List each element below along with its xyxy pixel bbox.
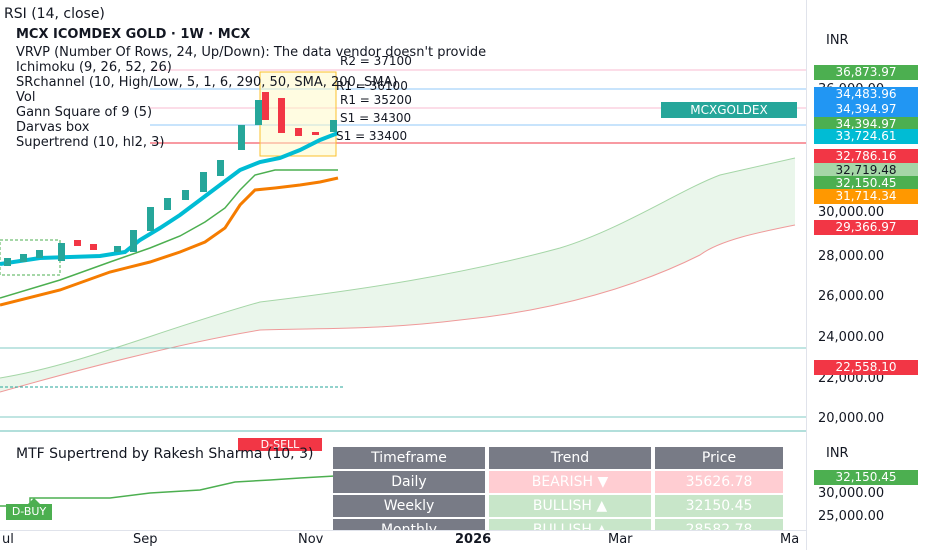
- table-header-timeframe: Timeframe: [333, 447, 485, 469]
- candle: [200, 172, 207, 192]
- table-row-price: 35626.78: [655, 471, 783, 493]
- d-buy-badge: D-BUY: [6, 504, 52, 520]
- table-row-trend: BULLISH ▲: [489, 519, 651, 530]
- y-axis-label: 28,000.00: [818, 249, 885, 264]
- candle: [36, 250, 43, 258]
- ichimoku-span-a: [0, 157, 796, 379]
- candle: [58, 243, 65, 261]
- candle: [164, 198, 171, 210]
- price-axis-border: [806, 0, 807, 550]
- time-axis[interactable]: [0, 530, 806, 550]
- candle: [147, 207, 154, 231]
- lower-y-axis-label: 25,000.00: [818, 509, 885, 524]
- lower-pane-canvas[interactable]: [0, 436, 806, 531]
- ichimoku-cloud: [0, 158, 795, 392]
- price-tag: 33,724.61: [814, 129, 918, 144]
- mtf-supertrend-line: [0, 475, 336, 507]
- candle: [90, 244, 97, 250]
- table-row-trend: BULLISH ▲: [489, 495, 651, 517]
- table-row-price: 32150.45: [655, 495, 783, 517]
- table-row-timeframe: Monthly: [333, 519, 485, 530]
- price-tag: 31,714.34: [814, 189, 918, 204]
- y-axis-label: 30,000.00: [818, 205, 885, 220]
- price-tag: 36,873.97: [814, 65, 918, 80]
- level-r1: R1 = 35200: [340, 93, 412, 107]
- candle: [295, 128, 302, 136]
- level-r1-upper: R1 = 36100: [336, 79, 408, 93]
- time-axis-label: Nov: [298, 532, 324, 547]
- table-row-timeframe: Daily: [333, 471, 485, 493]
- candle: [238, 125, 245, 150]
- table-row-trend: BEARISH ▼: [489, 471, 651, 493]
- lower-y-axis-label: 30,000.00: [818, 486, 885, 501]
- supertrend-green-line: [0, 169, 338, 299]
- candle: [330, 120, 337, 132]
- price-tag: 32,786.16: [814, 149, 918, 164]
- legend-srchannel[interactable]: SRchannel (10, High/Low, 5, 1, 6, 290, 5…: [16, 75, 398, 90]
- lower-pane-title[interactable]: MTF Supertrend by Rakesh Sharma (10, 3): [16, 446, 314, 462]
- candle: [255, 100, 262, 125]
- y-axis-label: 26,000.00: [818, 289, 885, 304]
- time-axis-label: 2026: [455, 532, 492, 547]
- table-header-trend: Trend: [489, 447, 651, 469]
- supertrend-orange-line: [0, 176, 339, 307]
- candle: [130, 230, 137, 252]
- time-axis-label: Mar: [608, 532, 633, 547]
- candle: [74, 240, 81, 246]
- candle: [20, 254, 27, 262]
- lower-currency-label[interactable]: INR: [826, 446, 849, 461]
- price-tag: 29,366.97: [814, 220, 918, 235]
- price-tag: 34,483.96: [814, 87, 918, 102]
- legend-vrvp[interactable]: VRVP (Number Of Rows, 24, Up/Down): The …: [16, 45, 487, 60]
- d-sell-badge: D-SELL: [238, 438, 322, 451]
- pane-separator: [0, 430, 806, 432]
- time-axis-label: ul: [2, 532, 14, 547]
- symbol-badge: MCXGOLDEX: [661, 102, 797, 118]
- candle: [114, 246, 121, 252]
- legend-vol[interactable]: Vol: [16, 90, 36, 105]
- darvas-box-recent: [259, 71, 337, 157]
- level-s1-lower: S1 = 33400: [336, 129, 408, 143]
- candle: [182, 190, 189, 200]
- table-row-timeframe: Weekly: [333, 495, 485, 517]
- legend-darvas[interactable]: Darvas box: [16, 120, 90, 135]
- price-tag: 22,558.10: [814, 360, 918, 375]
- candle: [4, 258, 11, 266]
- ichimoku-span-b: [0, 224, 796, 393]
- candle: [312, 132, 319, 135]
- price-tag: 32,150.45: [814, 176, 918, 191]
- d-buy-arrow: [28, 498, 40, 504]
- price-tag: 34,394.97: [814, 117, 918, 132]
- price-tag: 32,719.48: [814, 163, 918, 178]
- supertrend-cyan-line: [0, 131, 339, 266]
- candle: [278, 98, 285, 133]
- rsi-label[interactable]: RSI (14, close): [4, 6, 105, 22]
- legend-gann[interactable]: Gann Square of 9 (5): [16, 105, 153, 120]
- level-s1-upper: S1 = 34300: [340, 111, 412, 125]
- table-header-price: Price: [655, 447, 783, 469]
- legend-ichimoku[interactable]: Ichimoku (9, 26, 52, 26): [16, 60, 172, 75]
- candle: [262, 92, 269, 120]
- time-axis-label: Sep: [133, 532, 158, 547]
- currency-label[interactable]: INR: [826, 33, 849, 48]
- y-axis-label: 20,000.00: [818, 411, 885, 426]
- y-axis-label: 24,000.00: [818, 330, 885, 345]
- lower-price-tag: 32,150.45: [814, 470, 918, 485]
- candle: [217, 160, 224, 176]
- table-row-price: 28582.78: [655, 519, 783, 530]
- price-tag: 34,394.97: [814, 102, 918, 117]
- legend-supertrend[interactable]: Supertrend (10, hl2, 3): [16, 135, 165, 150]
- chart-title[interactable]: MCX ICOMDEX GOLD · 1W · MCX: [16, 27, 251, 42]
- candles: [4, 92, 337, 266]
- level-r2: R2 = 37100: [340, 54, 412, 68]
- time-axis-label: Ma: [780, 532, 800, 547]
